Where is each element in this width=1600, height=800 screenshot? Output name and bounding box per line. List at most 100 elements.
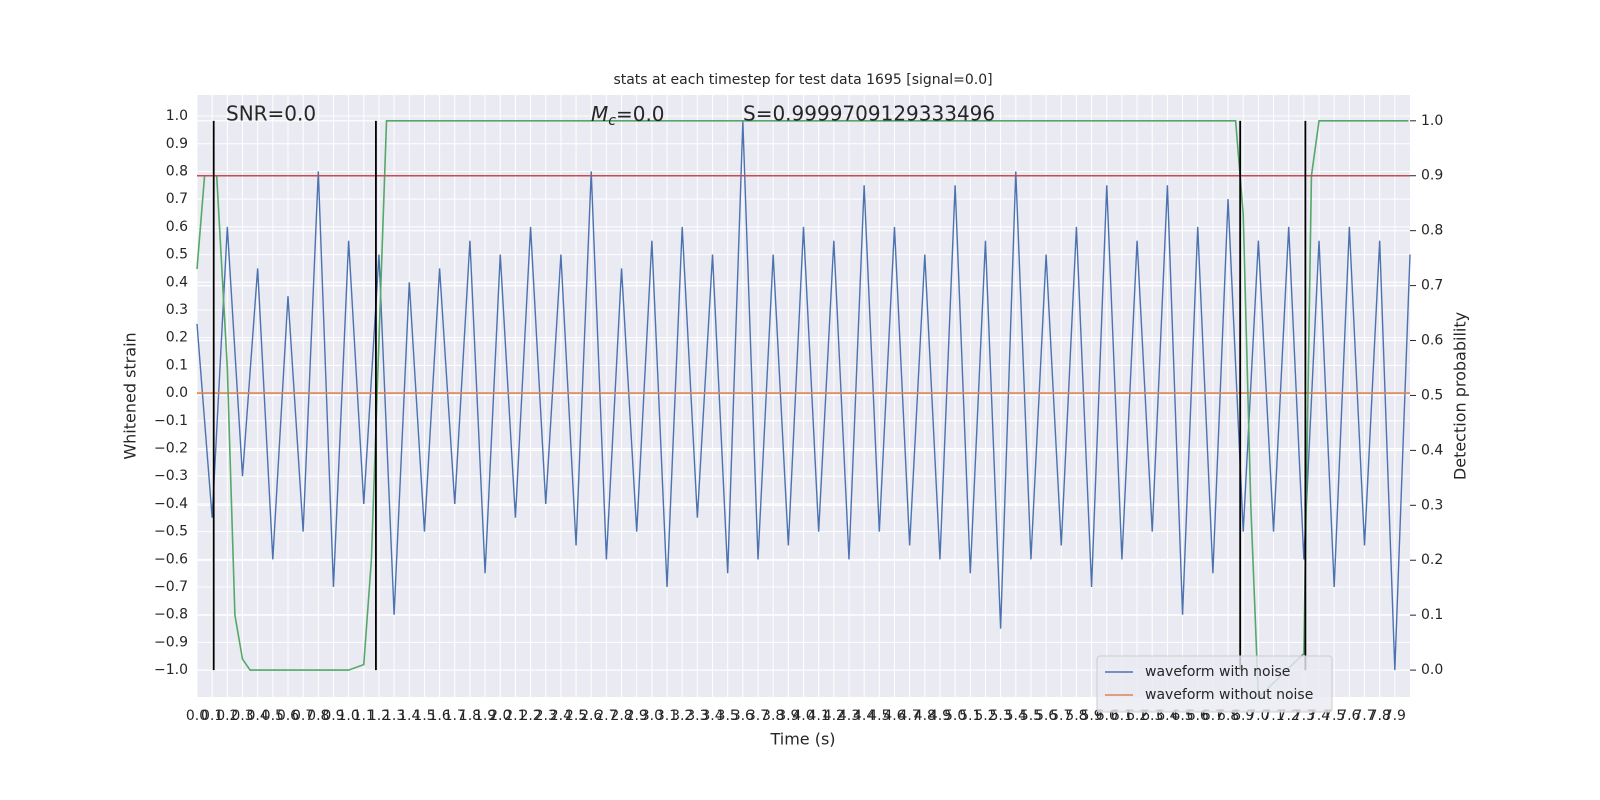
x-tick-label: 3.0 (641, 708, 663, 724)
x-tick-label: 2.0 (489, 708, 511, 724)
x-axis-title: Time (s) (769, 730, 835, 749)
x-tick-label: 4.8 (914, 708, 936, 724)
y2-tick-label: 0.0 (1421, 662, 1443, 678)
chart-title: stats at each timestep for test data 169… (613, 72, 992, 88)
y-tick-label: 0.9 (166, 136, 188, 152)
x-tick-label: 3.2 (671, 708, 693, 724)
x-tick-label: 2.8 (610, 708, 632, 724)
x-tick-label: 1.1 (353, 708, 375, 724)
y2-tick-label: 0.3 (1421, 497, 1443, 513)
x-tick-label: 2.7 (595, 708, 617, 724)
x-tick-label: 3.9 (777, 708, 799, 724)
y2-tick-label: 0.9 (1421, 168, 1443, 184)
x-tick-label: 4.9 (929, 708, 951, 724)
x-tick-label: 2.1 (504, 708, 526, 724)
y-tick-label: −0.9 (154, 634, 188, 650)
x-tick-label: 1.5 (413, 708, 435, 724)
x-tick-label: 3.8 (762, 708, 784, 724)
y2-axis-title: Detection probability (1451, 312, 1470, 480)
x-tick-label: 0.7 (292, 708, 314, 724)
annotation: S=0.9999709129333496 (743, 102, 995, 126)
x-tick-label: 2.3 (535, 708, 557, 724)
legend-label: waveform without noise (1145, 687, 1313, 703)
x-tick-label: 5.9 (1080, 708, 1102, 724)
x-tick-label: 5.8 (1065, 708, 1087, 724)
y-tick-label: −0.8 (154, 607, 188, 623)
x-tick-label: 1.4 (398, 708, 420, 724)
y2-tick-label: 0.1 (1421, 607, 1443, 623)
marks (196, 120, 1411, 700)
x-tick-label: 2.5 (565, 708, 587, 724)
grid (196, 95, 1410, 697)
y-tick-label: 0.5 (166, 247, 188, 263)
x-tick-label: 1.0 (337, 708, 359, 724)
x-tick-label: 2.9 (626, 708, 648, 724)
y2-tick-label: 0.7 (1421, 278, 1443, 294)
x-tick-label: 7.9 (1384, 708, 1406, 724)
x-tick-label: 4.0 (792, 708, 814, 724)
x-tick-label: 4.2 (823, 708, 845, 724)
x-tick-label: 3.1 (656, 708, 678, 724)
annotation-part: =0.0 (616, 102, 665, 126)
x-tick-label: 0.0 (186, 708, 208, 724)
y-tick-label: −0.1 (154, 413, 188, 429)
x-tick-label: 0.5 (262, 708, 284, 724)
x-tick-label: 0.3 (231, 708, 253, 724)
x-tick-label: 7.8 (1369, 708, 1391, 724)
y2-tick-label: 1.0 (1421, 113, 1443, 129)
x-tick-label: 2.2 (519, 708, 541, 724)
y-tick-label: −0.4 (154, 496, 188, 512)
x-tick-label: 5.3 (989, 708, 1011, 724)
x-tick-label: 3.5 (717, 708, 739, 724)
x-tick-label: 3.6 (732, 708, 754, 724)
y-tick-label: −0.6 (154, 551, 188, 567)
y-tick-label: 0.2 (166, 330, 188, 346)
y-tick-label: −0.7 (154, 579, 188, 595)
y-tick-label: 0.3 (166, 302, 188, 318)
legend-label: waveform with noise (1145, 664, 1290, 680)
x-tick-label: 3.4 (701, 708, 723, 724)
x-tick-label: 0.6 (277, 708, 299, 724)
y-tick-label: 0.1 (166, 357, 188, 373)
x-tick-label: 1.6 (428, 708, 450, 724)
x-tick-label: 1.9 (474, 708, 496, 724)
y-tick-label: 0.0 (166, 385, 188, 401)
x-tick-label: 1.7 (444, 708, 466, 724)
y-tick-label: −0.2 (154, 440, 188, 456)
y-tick-label: 0.8 (166, 163, 188, 179)
x-tick-label: 4.1 (808, 708, 830, 724)
x-tick-label: 4.3 (838, 708, 860, 724)
x-tick-label: 4.4 (853, 708, 875, 724)
y-tick-label: 0.7 (166, 191, 188, 207)
x-tick-label: 2.4 (550, 708, 572, 724)
x-tick-label: 0.4 (247, 708, 269, 724)
x-tick-label: 3.7 (747, 708, 769, 724)
y2-tick-label: 0.4 (1421, 442, 1443, 458)
y-axis-title: Whitened strain (121, 332, 140, 459)
x-tick-label: 0.8 (307, 708, 329, 724)
x-tick-label: 1.2 (368, 708, 390, 724)
x-tick-label: 5.0 (944, 708, 966, 724)
x-tick-label: 3.3 (686, 708, 708, 724)
y2-tick-label: 0.2 (1421, 552, 1443, 568)
labels: 0.00.10.20.30.40.50.60.70.80.91.01.11.21… (154, 108, 1443, 724)
y2-tick-label: 0.5 (1421, 387, 1443, 403)
legend: waveform with noise waveform without nois… (1096, 655, 1333, 713)
y2-tick-label: 0.8 (1421, 223, 1443, 239)
x-tick-label: 1.3 (383, 708, 405, 724)
x-tick-label: 7.7 (1353, 708, 1375, 724)
x-tick-label: 1.8 (459, 708, 481, 724)
y-tick-label: −0.5 (154, 524, 188, 540)
x-tick-label: 5.7 (1050, 708, 1072, 724)
x-tick-label: 0.2 (216, 708, 238, 724)
x-tick-label: 5.4 (1005, 708, 1027, 724)
x-tick-label: 5.6 (1035, 708, 1057, 724)
annotation-part: M (591, 102, 608, 126)
x-tick-label: 5.1 (959, 708, 981, 724)
y-tick-label: 1.0 (166, 108, 188, 124)
annotation: SNR=0.0 (226, 102, 316, 126)
y2-tick-label: 0.6 (1421, 333, 1443, 349)
y-tick-label: −1.0 (154, 662, 188, 678)
y-tick-label: −0.3 (154, 468, 188, 484)
